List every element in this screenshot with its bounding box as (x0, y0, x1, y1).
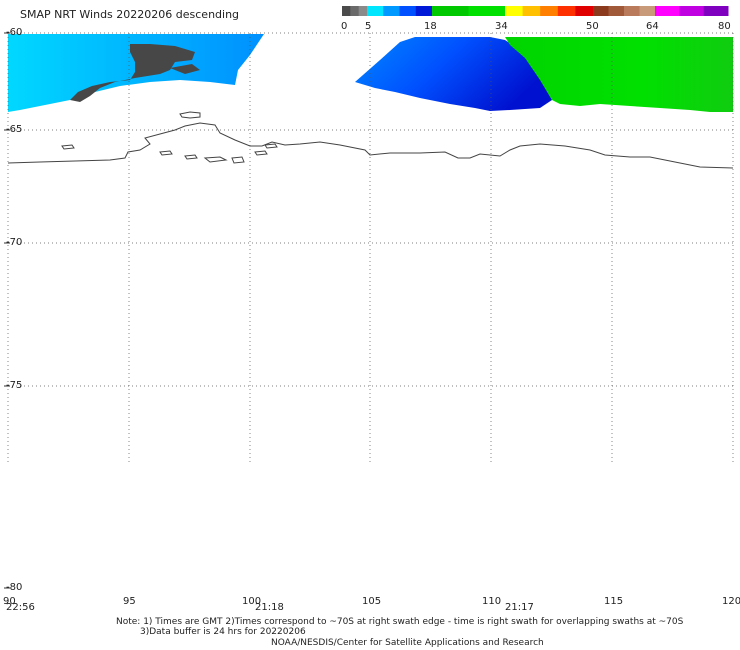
lat-label: -65 (6, 124, 23, 135)
latitude-ticks (4, 32, 10, 589)
colorbar-segment (655, 6, 680, 16)
coastline (7, 111, 734, 169)
colorbar-label: 64 (646, 21, 659, 32)
lon-label: 105 (362, 596, 382, 607)
colorbar (342, 6, 729, 16)
colorbar-label: 0 (341, 21, 348, 32)
colorbar-label: 18 (424, 21, 437, 32)
footer-credit: NOAA/NESDIS/Center for Satellite Applica… (271, 638, 544, 648)
colorbar-segment (522, 6, 541, 16)
lat-label: -70 (6, 237, 23, 248)
colorbar-label: 34 (495, 21, 508, 32)
lon-label: 95 (123, 596, 136, 607)
pass-time-label: 21:17 (505, 602, 534, 613)
lat-label: -80 (6, 582, 23, 593)
colorbar-segment (358, 6, 368, 16)
lat-label: -75 (6, 380, 23, 391)
colorbar-segment (468, 6, 506, 16)
colorbar-segment (350, 6, 360, 16)
colorbar-segment (679, 6, 705, 16)
pass-time-label: 22:56 (6, 602, 35, 613)
colorbar-segment (415, 6, 433, 16)
graticule (7, 32, 734, 465)
colorbar-label: 80 (718, 21, 731, 32)
calm-wind-patch-small (170, 64, 200, 74)
lat-label: -60 (6, 27, 23, 38)
colorbar-segment (505, 6, 524, 16)
pass-time-label: 21:18 (255, 602, 284, 613)
colorbar-segment (639, 6, 656, 16)
colorbar-segment (593, 6, 609, 16)
colorbar-segment (575, 6, 594, 16)
wind-swath-middle (355, 37, 552, 111)
calm-wind-patch (70, 44, 195, 102)
colorbar-segment (342, 6, 351, 16)
colorbar-segment (432, 6, 469, 16)
lon-label: 120 (722, 596, 740, 607)
colorbar-segment (703, 6, 729, 16)
map-title: SMAP NRT Winds 20220206 descending (20, 8, 240, 21)
lon-label: 110 (482, 596, 502, 607)
colorbar-segment (383, 6, 400, 16)
colorbar-label: 5 (365, 21, 372, 32)
footer-note: Note: 1) Times are GMT 2)Times correspon… (116, 617, 684, 627)
footer-note: 3)Data buffer is 24 hrs for 20220206 (140, 627, 306, 637)
colorbar-segment (624, 6, 640, 16)
wind-swath-right (505, 37, 733, 112)
colorbar-segment (540, 6, 559, 16)
colorbar-segment (557, 6, 576, 16)
lon-label: 90 (3, 596, 16, 607)
colorbar-segment (608, 6, 625, 16)
lon-label: 115 (604, 596, 624, 607)
lon-label: 100 (242, 596, 262, 607)
colorbar-segment (399, 6, 417, 16)
colorbar-label: 50 (586, 21, 599, 32)
colorbar-segment (367, 6, 384, 16)
